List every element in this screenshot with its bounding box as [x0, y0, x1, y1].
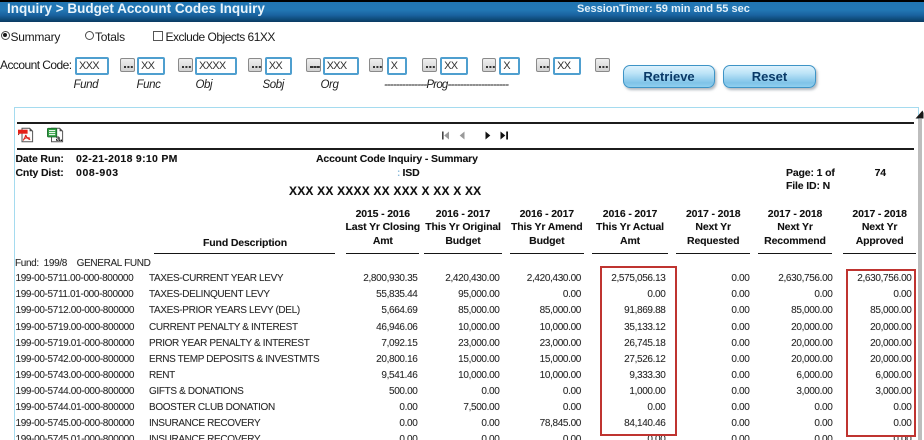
svg-text:a: a: [56, 133, 61, 142]
